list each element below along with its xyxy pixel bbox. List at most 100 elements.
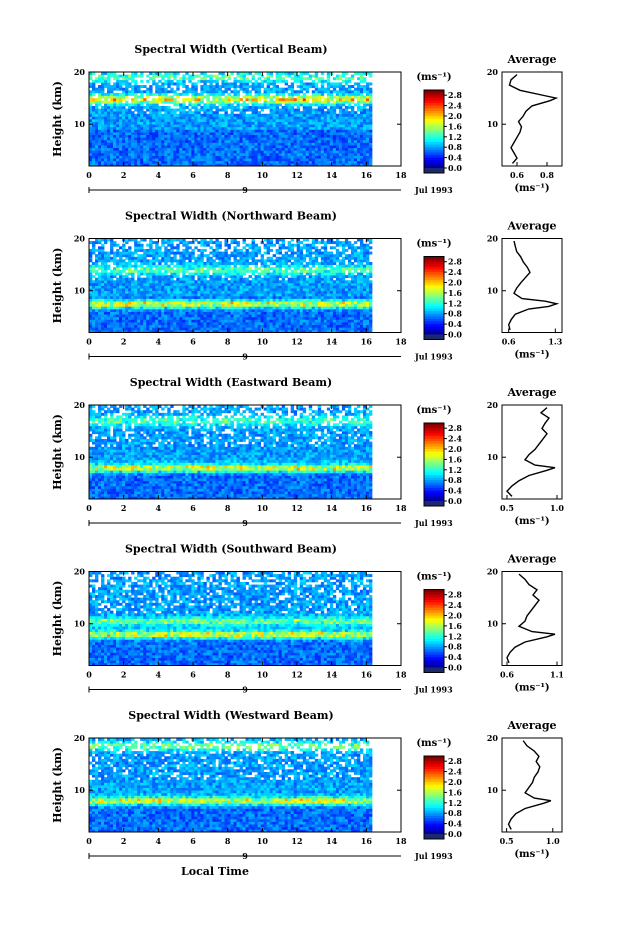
heatmap-cell [308, 113, 313, 117]
heatmap-cell [179, 319, 183, 323]
heatmap-cell [281, 92, 286, 96]
heatmap-cell [347, 147, 352, 151]
heatmap-cell [269, 121, 273, 125]
heatmap-cell [356, 129, 361, 133]
heatmap-cell [182, 298, 186, 302]
heatmap-cell [317, 98, 322, 102]
heatmap-cell [176, 139, 180, 143]
heatmap-cell [116, 155, 120, 159]
heatmap-cell [257, 275, 261, 279]
heatmap-cell [248, 137, 252, 141]
heatmap-cell [299, 121, 304, 125]
heatmap-cell [359, 116, 364, 120]
heatmap-cell [197, 282, 201, 286]
heatmap-cell [206, 293, 210, 297]
heatmap-cell [125, 262, 129, 265]
heatmap-cell [116, 311, 120, 315]
heatmap-cell [260, 319, 264, 323]
heatmap-cell [191, 85, 195, 89]
heatmap-cell [323, 137, 328, 141]
heatmap-cell [317, 155, 322, 159]
heatmap-cell [92, 306, 96, 310]
heatmap-cell [347, 105, 352, 109]
heatmap-cell [296, 113, 301, 117]
heatmap-cell [326, 100, 331, 104]
heatmap-cell [284, 158, 289, 162]
heatmap-cell [329, 142, 334, 146]
heatmap-cell [344, 119, 349, 122]
heatmap-cell [263, 124, 267, 128]
heatmap-cell [107, 108, 111, 112]
heatmap-cell [212, 241, 216, 245]
heatmap-cell [107, 72, 111, 75]
heatmap-cell [197, 155, 201, 159]
heatmap-cell [194, 246, 198, 250]
heatmap-cell [161, 267, 165, 271]
heatmap-cell [230, 98, 234, 102]
heatmap-cell [260, 295, 264, 299]
heatmap-cell [239, 119, 243, 122]
heatmap-cell [122, 82, 126, 86]
heatmap-cell [338, 124, 343, 128]
heatmap-cell [146, 95, 150, 99]
heatmap-cell [104, 160, 108, 164]
heatmap-cell [107, 137, 111, 141]
heatmap-cell [89, 132, 93, 136]
heatmap-cell [176, 293, 180, 297]
heatmap-cell [254, 329, 258, 333]
heatmap-cell [218, 152, 222, 156]
heatmap-cell [194, 272, 198, 276]
heatmap-cell [239, 301, 243, 305]
heatmap-cell [272, 163, 277, 167]
heatmap-cell [239, 139, 243, 143]
heatmap-cell [266, 160, 270, 164]
heatmap-cell [101, 277, 105, 281]
heatmap-cell [92, 98, 96, 102]
heatmap-cell [152, 269, 156, 273]
heatmap-cell [149, 111, 153, 115]
heatmap-cell [149, 238, 153, 242]
heatmap-cell [116, 108, 120, 112]
heatmap-cell [167, 121, 171, 125]
heatmap-cell [143, 259, 147, 263]
heatmap-cell [203, 293, 207, 297]
heatmap-cell [95, 160, 99, 164]
heatmap-cell [161, 277, 165, 281]
heatmap-cell [350, 95, 355, 99]
heatmap-cell [197, 322, 201, 326]
heatmap-cell [200, 282, 204, 286]
heatmap-cell [212, 264, 216, 268]
heatmap-cell [185, 134, 189, 138]
heatmap-cell [188, 293, 192, 297]
heatmap-cell [167, 90, 171, 94]
heatmap-cell [92, 116, 96, 120]
heatmap-cell [110, 251, 114, 255]
heatmap-cell [257, 116, 261, 120]
heatmap-cell [215, 293, 219, 297]
heatmap-cell [236, 275, 240, 279]
heatmap-cell [257, 158, 261, 162]
heatmap-cell [224, 90, 228, 94]
heatmap-cell [353, 95, 358, 99]
heatmap-cell [248, 298, 252, 302]
heatmap-cell [236, 90, 240, 94]
heatmap-cell [218, 92, 222, 96]
heatmap-cell [194, 329, 198, 333]
heatmap-cell [149, 327, 153, 331]
heatmap-cell [332, 121, 337, 125]
heatmap-cell [227, 267, 231, 271]
heatmap-cell [131, 139, 135, 143]
heatmap-cell [170, 79, 174, 83]
heatmap-cell [353, 132, 358, 136]
heatmap-cell [266, 87, 270, 91]
heatmap-cell [227, 275, 231, 279]
colorbar-step [424, 144, 444, 148]
heatmap-cell [362, 79, 367, 83]
heatmap-cell [161, 145, 165, 149]
heatmap-cell [251, 108, 255, 112]
heatmap-cell [347, 113, 352, 117]
heatmap-cell [209, 137, 213, 141]
heatmap-cell [122, 322, 126, 326]
heatmap-cell [185, 295, 189, 299]
heatmap-cell [170, 139, 174, 143]
